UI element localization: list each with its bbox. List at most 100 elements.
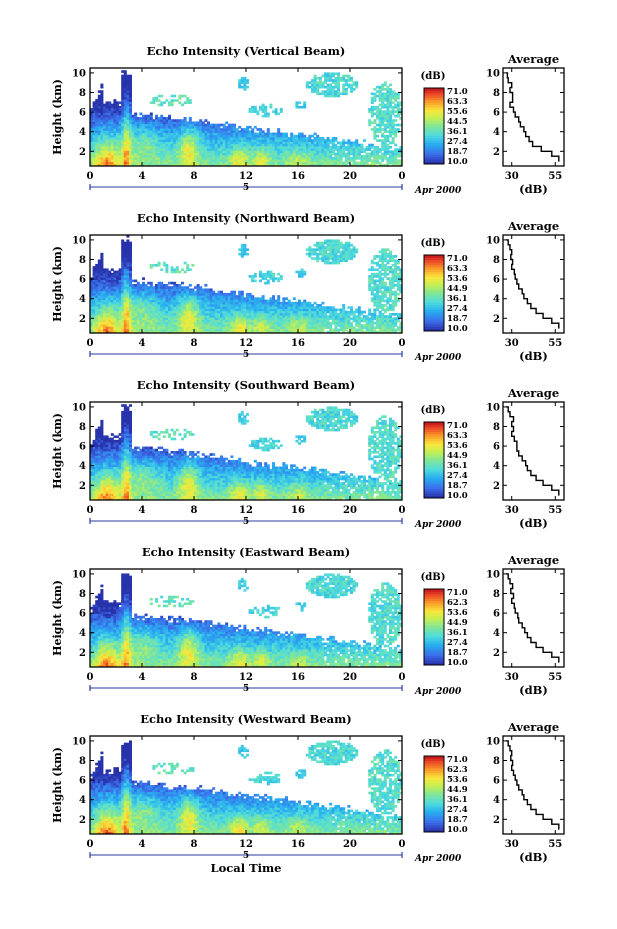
heatmap-cell — [100, 92, 104, 96]
heatmap-cell — [248, 163, 252, 167]
heatmap-cell — [173, 163, 177, 167]
heatmap-cell — [311, 134, 314, 138]
heatmap-cell — [222, 292, 226, 296]
heatmap-cell — [116, 154, 119, 158]
heatmap-cell — [373, 119, 377, 122]
heatmap-cell — [214, 157, 218, 160]
heatmap-cell — [209, 139, 213, 142]
heatmap-cell — [134, 132, 138, 136]
heatmap-cell — [204, 161, 208, 165]
heatmap-cell — [259, 141, 262, 145]
heatmap-cell — [116, 128, 119, 131]
heatmap-cell — [230, 123, 234, 127]
heatmap-cell — [155, 114, 158, 118]
profile-point — [505, 72, 508, 74]
heatmap-cell — [116, 270, 119, 274]
heatmap-cell — [144, 152, 148, 156]
heatmap-cell — [181, 145, 184, 149]
heatmap-cell — [113, 148, 117, 151]
heatmap-cell — [204, 150, 208, 154]
heatmap-cell — [204, 134, 208, 138]
heatmap-cell — [103, 143, 106, 147]
heatmap-cell — [201, 125, 205, 129]
heatmap-cell — [209, 145, 213, 149]
heatmap-cell — [97, 110, 101, 113]
heatmap-cell — [209, 159, 213, 162]
colorbar-tick-label: 18.7 — [447, 147, 468, 157]
heatmap-cell — [191, 263, 195, 267]
heatmap-cell — [142, 137, 145, 140]
heatmap-cell — [207, 145, 210, 149]
heatmap-cell — [196, 143, 200, 147]
colorbar-tick-label: 36.1 — [447, 127, 468, 137]
heatmap-cell — [272, 154, 275, 158]
heatmap-cell — [220, 148, 223, 151]
heatmap-cell — [173, 281, 177, 285]
heatmap-cell — [136, 163, 140, 167]
heatmap-cell — [214, 141, 218, 145]
heatmap-cell — [264, 105, 268, 109]
heatmap-cell — [248, 134, 252, 138]
heatmap-cell — [207, 157, 210, 160]
heatmap-cell — [287, 137, 291, 140]
heatmap-cell — [92, 152, 96, 156]
heatmap-cell — [147, 150, 151, 154]
heatmap-cell — [100, 134, 104, 138]
heatmap-cell — [311, 139, 314, 142]
heatmap-cell — [160, 163, 164, 167]
heatmap-cell — [113, 141, 117, 145]
heatmap-cell — [285, 157, 288, 160]
heatmap-cell — [292, 297, 296, 300]
heatmap-cell — [212, 143, 216, 147]
heatmap-cell — [222, 159, 226, 162]
heatmap-cell — [129, 161, 132, 165]
heatmap-cell — [207, 163, 210, 167]
heatmap-cell — [227, 148, 231, 151]
heatmap-cell — [269, 157, 273, 160]
heatmap-cell — [199, 130, 203, 133]
heatmap-cell — [110, 154, 114, 158]
heatmap-cell — [129, 79, 132, 82]
y-axis-label: Height (km) — [51, 79, 64, 155]
heatmap-cell — [207, 148, 210, 151]
heatmap-cell — [162, 261, 166, 265]
heatmap-cell — [175, 145, 179, 149]
heatmap-cell — [342, 161, 346, 165]
heatmap-cell — [240, 79, 244, 82]
heatmap-cell — [201, 132, 205, 136]
heatmap-cell — [326, 72, 330, 76]
heatmap-cell — [266, 132, 270, 136]
heatmap-cell — [139, 150, 143, 154]
heatmap-cell — [108, 130, 112, 133]
heatmap-cell — [155, 132, 158, 136]
heatmap-cell — [152, 101, 156, 105]
heatmap-cell — [376, 85, 379, 89]
heatmap-cell — [126, 132, 130, 136]
heatmap-cell — [123, 101, 127, 105]
heatmap-cell — [243, 297, 247, 300]
heatmap-cell — [170, 148, 174, 151]
heatmap-cell — [188, 159, 192, 162]
heatmap-cell — [308, 301, 312, 305]
heatmap-cell — [290, 301, 294, 305]
heatmap-cell — [199, 141, 203, 145]
heatmap-cell — [238, 163, 242, 167]
heatmap-cell — [220, 161, 223, 165]
heatmap-cell — [121, 101, 125, 105]
heatmap-cell — [100, 128, 104, 131]
heatmap-cell — [204, 137, 208, 140]
heatmap-cell — [105, 148, 109, 151]
heatmap-cell — [144, 141, 148, 145]
heatmap-cell — [142, 145, 145, 149]
heatmap-cell — [256, 152, 260, 156]
heatmap-cell — [277, 130, 281, 133]
heatmap-cell — [256, 134, 260, 138]
heatmap-cell — [100, 154, 104, 158]
heatmap-cell — [175, 148, 179, 151]
heatmap-cell — [118, 143, 122, 147]
heatmap-cell — [199, 157, 203, 160]
heatmap-cell — [256, 139, 260, 142]
heatmap-cell — [225, 139, 229, 142]
heatmap-cell — [225, 128, 229, 131]
